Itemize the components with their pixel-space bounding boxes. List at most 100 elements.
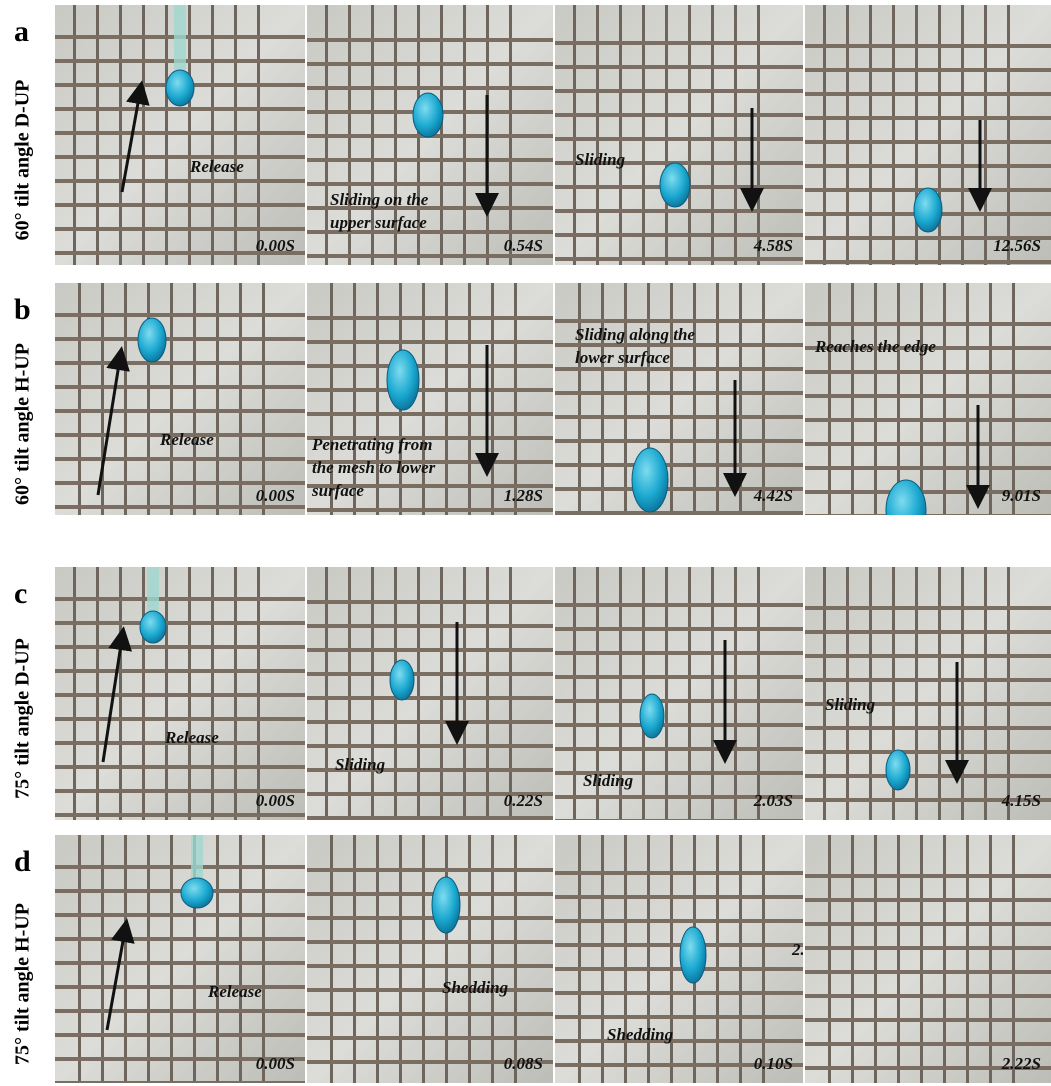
mesh-wire: [555, 137, 803, 141]
mesh-wire: [555, 699, 803, 703]
mesh-wire: [307, 892, 553, 896]
mesh-wire: [55, 597, 305, 601]
droplet: [413, 93, 443, 137]
mesh-wire: [55, 457, 305, 461]
caption: lower surface: [575, 348, 670, 367]
mesh-wire: [555, 1015, 803, 1019]
photo-panel: 2.22S: [805, 835, 1051, 1086]
caption: Release: [189, 157, 244, 176]
photo-background: [55, 283, 305, 515]
mesh-wire: [670, 283, 673, 515]
mesh-wire: [55, 179, 305, 183]
mesh-wire: [55, 961, 305, 965]
mesh-wire: [463, 567, 466, 820]
panel-letter: b: [14, 293, 31, 326]
mesh-wire: [307, 744, 553, 748]
time-label: 0.54S: [504, 236, 543, 255]
mesh-wire: [555, 675, 803, 679]
mesh-wire: [55, 813, 305, 817]
mesh-wire: [445, 835, 448, 1083]
mesh-wire: [307, 412, 553, 416]
mesh-wire: [555, 319, 803, 323]
mesh-wire: [938, 567, 941, 820]
mesh-wire: [961, 567, 964, 820]
mesh-wire: [307, 964, 553, 968]
mesh-wire: [874, 283, 877, 515]
mesh-wire: [555, 819, 803, 823]
photo-panel: Release0.00S: [55, 283, 305, 557]
mesh-wire: [555, 439, 803, 443]
mesh-wire: [55, 553, 305, 557]
mesh-wire: [307, 600, 553, 604]
mesh-wire: [555, 89, 803, 93]
mesh-wire: [716, 283, 719, 515]
time-label: 12.56S: [993, 236, 1041, 255]
mesh-wire: [805, 140, 1051, 144]
caption: Release: [164, 728, 219, 747]
time-label: 4.58S: [753, 236, 793, 255]
photo-background: [555, 283, 803, 515]
mesh-wire: [307, 868, 553, 872]
droplet: [166, 70, 194, 106]
mesh-wire: [307, 532, 553, 536]
mesh-wire: [578, 283, 581, 515]
mesh-wire: [55, 337, 305, 341]
mesh-wire: [805, 1018, 1051, 1022]
mesh-wire: [943, 283, 946, 515]
caption: Sliding: [335, 755, 386, 774]
mesh-wire: [307, 816, 553, 820]
mesh-wire: [307, 720, 553, 724]
mesh-wire: [78, 283, 81, 515]
mesh-wire: [353, 835, 356, 1083]
mesh-wire: [555, 651, 803, 655]
mesh-wire: [805, 164, 1051, 168]
mesh-wire: [55, 645, 305, 649]
mesh-wire: [805, 822, 1051, 826]
mesh-wire: [555, 871, 803, 875]
mesh-wire: [55, 505, 305, 509]
caption: the mesh to lower: [312, 458, 436, 477]
photo-panel: Sliding2.03S: [555, 567, 803, 847]
mesh-wire: [805, 774, 1051, 778]
photo-panel: Release 0.00S: [55, 5, 305, 279]
droplet: [432, 877, 460, 933]
photo-background: [805, 567, 1051, 820]
mesh-wire: [739, 283, 742, 515]
mesh-wire: [216, 835, 219, 1083]
time-label: 0.00S: [256, 236, 295, 255]
droplet: [632, 448, 668, 512]
mesh-wire: [55, 717, 305, 721]
caption: Sliding on the: [330, 190, 429, 209]
droplet: [390, 660, 414, 700]
caption: Sliding: [825, 695, 876, 714]
mesh-wire: [307, 672, 553, 676]
mesh-wire: [805, 630, 1051, 634]
row-label: 75° tilt angle H-UP: [12, 903, 34, 1065]
mesh-wire: [805, 750, 1051, 754]
mesh-wire: [55, 481, 305, 485]
mesh-wire: [55, 107, 305, 111]
mesh-wire: [805, 68, 1051, 72]
mesh-wire: [555, 535, 803, 539]
mesh-wire: [846, 567, 849, 820]
mesh-wire: [193, 283, 196, 515]
mesh-wire: [555, 113, 803, 117]
mesh-wire: [601, 283, 604, 515]
mesh-wire: [399, 835, 402, 1083]
mesh-wire: [805, 970, 1051, 974]
mesh-wire: [555, 627, 803, 631]
photo-panel: Sliding4.58S: [555, 5, 803, 285]
photo-background: [307, 567, 553, 820]
mesh-wire: [805, 442, 1051, 446]
mesh-wire: [920, 283, 923, 515]
mesh-wire: [55, 669, 305, 673]
mesh-wire: [915, 567, 918, 820]
mesh-wire: [239, 283, 242, 515]
mesh-wire: [555, 895, 803, 899]
time-label: 0.00S: [256, 486, 295, 505]
mesh-wire: [307, 278, 553, 282]
mesh-wire: [555, 1039, 803, 1043]
caption: Sliding along the: [575, 325, 695, 344]
mesh-wire: [491, 835, 494, 1083]
